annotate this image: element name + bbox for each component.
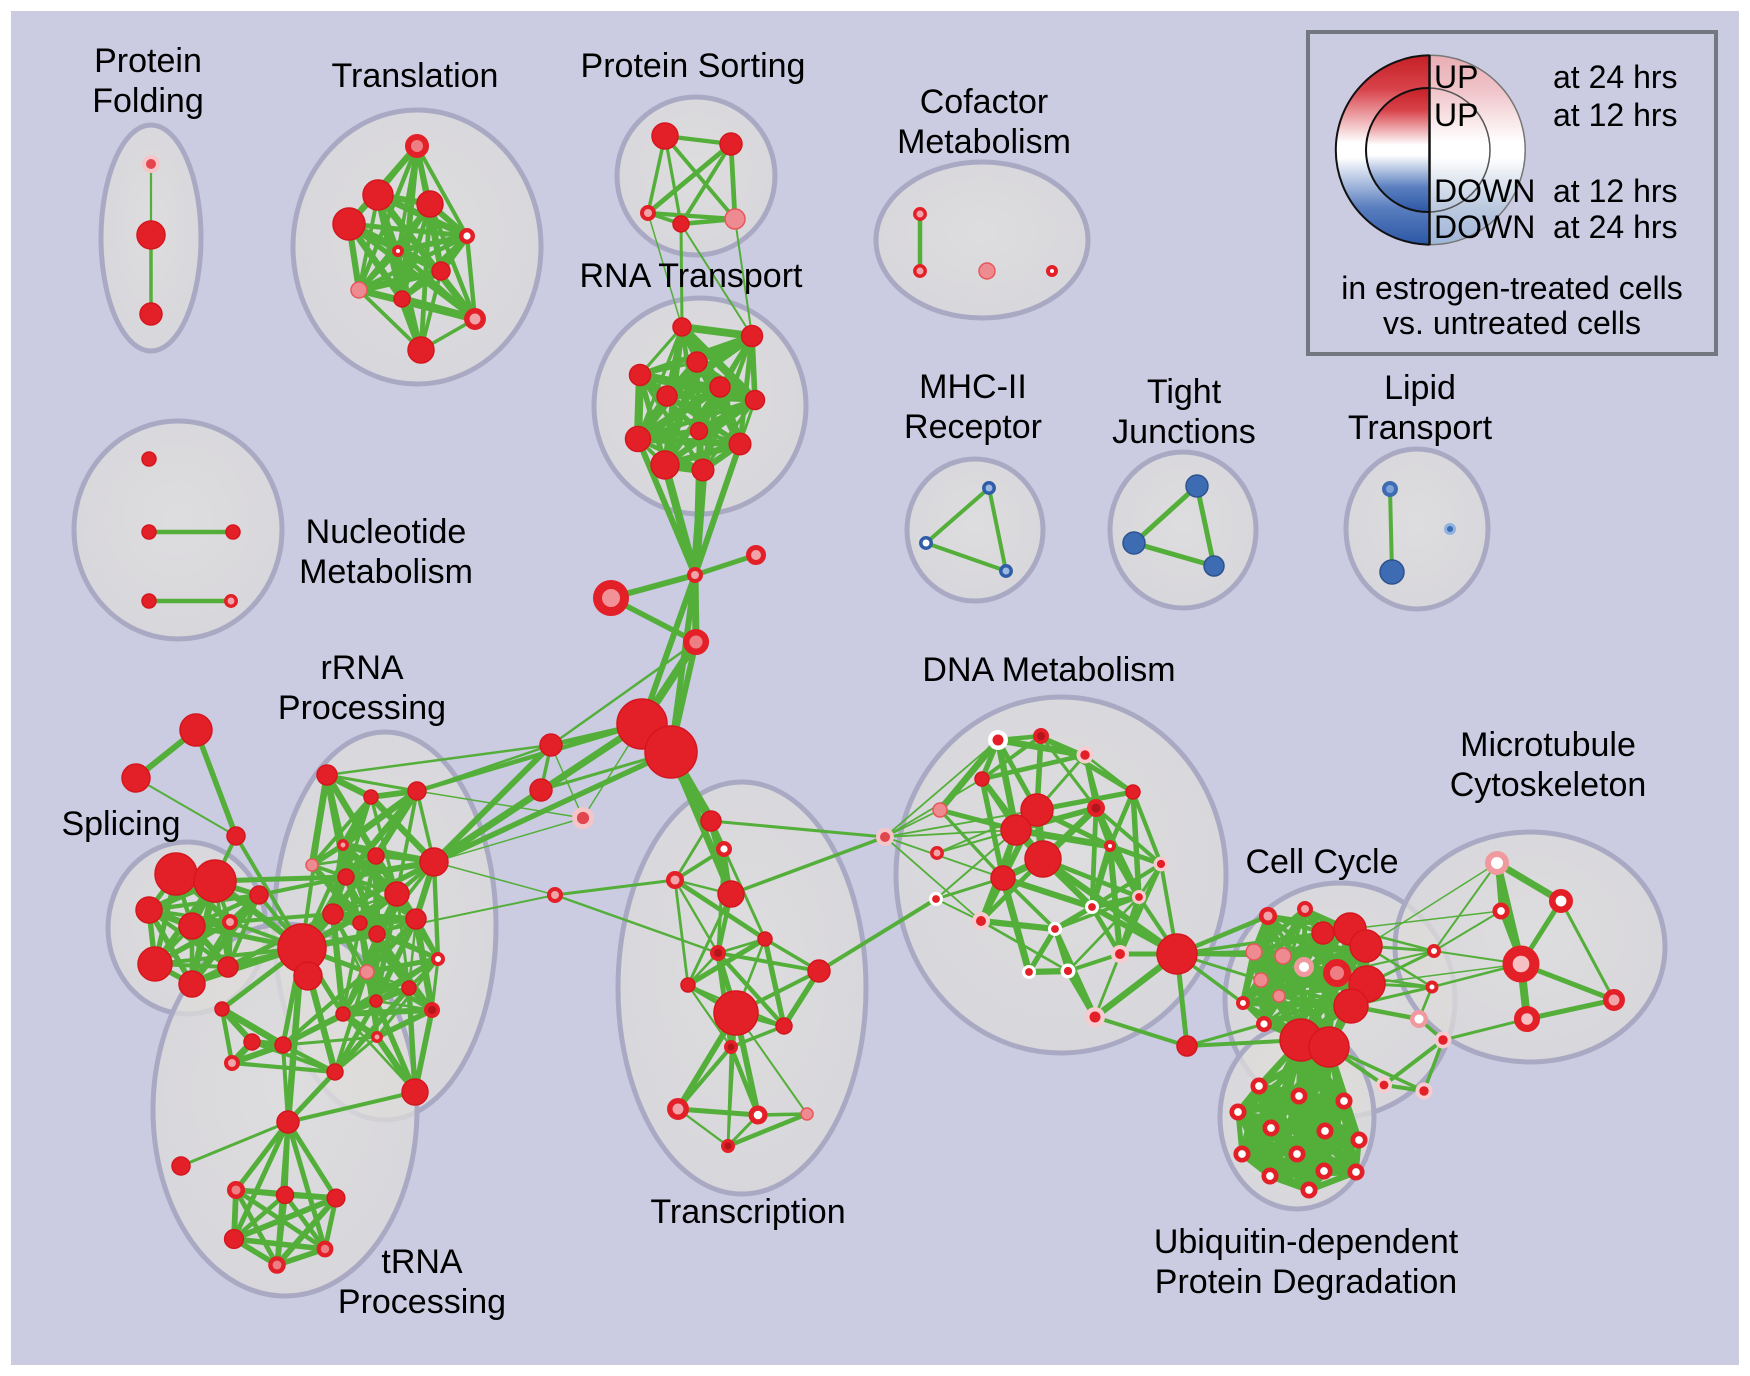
svg-text:Cytoskeleton: Cytoskeleton: [1450, 766, 1647, 804]
svg-text:RNA Transport: RNA Transport: [580, 257, 804, 295]
svg-text:Receptor: Receptor: [904, 408, 1042, 446]
svg-text:UP: UP: [1434, 59, 1478, 95]
svg-text:Translation: Translation: [332, 57, 499, 95]
svg-text:tRNA: tRNA: [381, 1243, 463, 1281]
svg-text:Splicing: Splicing: [61, 805, 180, 843]
svg-text:at 12 hrs: at 12 hrs: [1553, 97, 1678, 133]
svg-text:Nucleotide: Nucleotide: [306, 513, 467, 551]
svg-text:Microtubule: Microtubule: [1460, 726, 1636, 764]
svg-text:Transcription: Transcription: [650, 1193, 845, 1231]
svg-text:Processing: Processing: [338, 1283, 506, 1321]
svg-text:in estrogen-treated cells: in estrogen-treated cells: [1341, 270, 1683, 306]
svg-text:vs. untreated cells: vs. untreated cells: [1383, 305, 1641, 341]
svg-text:DNA Metabolism: DNA Metabolism: [922, 651, 1175, 689]
svg-text:UP: UP: [1434, 97, 1478, 133]
svg-text:Protein Degradation: Protein Degradation: [1155, 1263, 1457, 1301]
svg-text:Junctions: Junctions: [1112, 413, 1256, 451]
svg-text:at 24 hrs: at 24 hrs: [1553, 209, 1678, 245]
svg-text:DOWN: DOWN: [1434, 209, 1535, 245]
svg-text:Protein Sorting: Protein Sorting: [581, 47, 806, 85]
svg-text:Protein: Protein: [94, 42, 202, 80]
svg-text:Tight: Tight: [1147, 373, 1222, 411]
svg-text:rRNA: rRNA: [320, 649, 403, 687]
svg-text:Transport: Transport: [1348, 409, 1493, 447]
svg-text:at 12 hrs: at 12 hrs: [1553, 173, 1678, 209]
svg-text:MHC-II: MHC-II: [919, 368, 1027, 406]
svg-text:at 24 hrs: at 24 hrs: [1553, 59, 1678, 95]
svg-text:DOWN: DOWN: [1434, 173, 1535, 209]
svg-text:Lipid: Lipid: [1384, 369, 1456, 407]
svg-text:Folding: Folding: [92, 82, 204, 120]
svg-text:Metabolism: Metabolism: [897, 123, 1071, 161]
svg-text:Cell Cycle: Cell Cycle: [1245, 843, 1398, 881]
svg-text:Processing: Processing: [278, 689, 446, 727]
svg-text:Metabolism: Metabolism: [299, 553, 473, 591]
svg-text:Ubiquitin-dependent: Ubiquitin-dependent: [1154, 1223, 1459, 1261]
svg-text:Cofactor: Cofactor: [920, 83, 1049, 121]
